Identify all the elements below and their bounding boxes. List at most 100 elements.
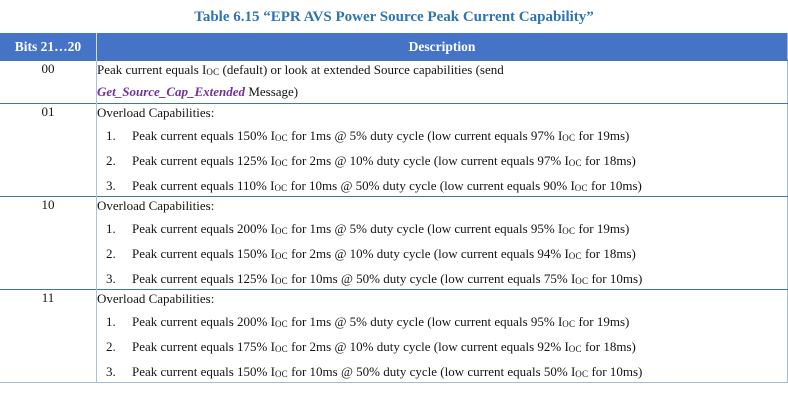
list-number: 2. (106, 153, 116, 168)
text-segment: for 2ms @ 10% duty cycle (low current eq… (287, 246, 569, 261)
text-segment: for 10ms @ 50% duty cycle (low current e… (287, 364, 576, 379)
ioc-subscript: OC (274, 226, 288, 236)
header-description: Description (96, 33, 788, 61)
ioc-subscript: OC (274, 133, 288, 143)
list-item-text: Peak current equals 150% IOC for 2ms @ 1… (132, 245, 787, 264)
list-item: 2. Peak current equals 150% IOC for 2ms @… (97, 245, 787, 264)
text-segment: Peak current equals 150% I (132, 128, 275, 143)
text-segment: Peak current equals 175% I (132, 339, 275, 354)
header-bits-21-20: Bits 21…20 (0, 33, 97, 61)
text-segment: Peak current equals 125% I (132, 271, 275, 286)
text-segment: for 1ms @ 5% duty cycle (low current equ… (287, 314, 563, 329)
table-row: 10 Overload Capabilities: 1. Peak current e… (0, 196, 788, 290)
list-item-text: Peak current equals 125% IOC for 2ms @ 1… (132, 152, 787, 171)
bits-cell: 11 (0, 289, 97, 383)
ioc-subscript: OC (575, 369, 589, 379)
bits-cell: 00 (0, 60, 97, 104)
description-line: Get_Source_Cap_Extended Message) (97, 83, 787, 100)
list-item: 3. Peak current equals 150% IOC for 10ms … (97, 363, 787, 382)
text-segment: for 2ms @ 10% duty cycle (low current eq… (287, 339, 569, 354)
list-item: 3. Peak current equals 110% IOC for 10ms … (97, 177, 787, 196)
table-header: Bits 21…20 Description (0, 33, 788, 61)
ioc-subscript: OC (274, 369, 288, 379)
text-segment: for 2ms @ 10% duty cycle (low current eq… (287, 153, 569, 168)
text-segment: for 18ms) (581, 339, 636, 354)
epr-avs-peak-current-table: Bits 21…20 Description 00 Peak current eq… (0, 33, 788, 383)
ioc-subscript: OC (575, 276, 589, 286)
description-line: Overload Capabilities: (97, 197, 787, 214)
text-segment: Overload Capabilities: (97, 291, 215, 306)
text-segment: for 10ms @ 50% duty cycle (low current e… (287, 271, 576, 286)
text-segment: for 1ms @ 5% duty cycle (low current equ… (287, 221, 563, 236)
list-item-text: Peak current equals 150% IOC for 10ms @ … (132, 363, 787, 382)
list-item-text: Peak current equals 200% IOC for 1ms @ 5… (132, 313, 787, 332)
text-segment: for 1ms @ 5% duty cycle (low current equ… (287, 128, 563, 143)
list-number: 3. (106, 364, 116, 379)
list-item: 1. Peak current equals 150% IOC for 1ms @… (97, 127, 787, 146)
list-number: 2. (106, 339, 116, 354)
ioc-subscript: OC (568, 344, 582, 354)
list-item: 2. Peak current equals 125% IOC for 2ms @… (97, 152, 787, 171)
description-cell: Overload Capabilities: 1. Peak current equ… (96, 289, 788, 383)
table-body: 00 Peak current equals IOC (default) or l… (0, 60, 788, 383)
text-segment: Peak current equals 125% I (132, 153, 275, 168)
ioc-subscript: OC (562, 133, 576, 143)
ioc-subscript: OC (274, 276, 288, 286)
message-name: Get_Source_Cap_Extended (97, 84, 246, 99)
text-segment: for 18ms) (581, 246, 636, 261)
list-item-text: Peak current equals 150% IOC for 1ms @ 5… (132, 127, 787, 146)
text-segment: (default) or look at extended Source cap… (219, 62, 504, 77)
list-number: 1. (106, 221, 116, 236)
text-segment: Peak current equals 150% I (132, 246, 275, 261)
ioc-subscript: OC (206, 67, 220, 77)
ioc-subscript: OC (574, 183, 588, 193)
ioc-subscript: OC (274, 251, 288, 261)
header-row: Bits 21…20 Description (0, 33, 788, 61)
description-cell: Peak current equals IOC (default) or loo… (96, 60, 788, 104)
text-segment: for 19ms) (575, 128, 630, 143)
table-title: Table 6.15 “EPR AVS Power Source Peak Cu… (194, 9, 594, 25)
ioc-subscript: OC (274, 158, 288, 168)
table-row: 01 Overload Capabilities: 1. Peak current e… (0, 103, 788, 197)
ioc-subscript: OC (562, 226, 576, 236)
ioc-subscript: OC (274, 344, 288, 354)
text-segment: for 10ms) (587, 178, 642, 193)
text-segment: Peak current equals 200% I (132, 221, 275, 236)
ioc-subscript: OC (562, 319, 576, 329)
table-row: 11 Overload Capabilities: 1. Peak current e… (0, 289, 788, 383)
list-number: 2. (106, 246, 116, 261)
list-item: 1. Peak current equals 200% IOC for 1ms @… (97, 220, 787, 239)
text-segment: for 19ms) (575, 314, 630, 329)
list-item: 2. Peak current equals 175% IOC for 2ms @… (97, 338, 787, 357)
description-line: Overload Capabilities: (97, 290, 787, 307)
text-segment: for 10ms @ 50% duty cycle (low current e… (287, 178, 575, 193)
text-segment: for 10ms) (588, 271, 643, 286)
text-segment: for 18ms) (581, 153, 636, 168)
description-cell: Overload Capabilities: 1. Peak current equ… (96, 196, 788, 290)
list-item: 3. Peak current equals 125% IOC for 10ms … (97, 270, 787, 289)
bits-cell: 10 (0, 196, 97, 290)
text-segment: Overload Capabilities: (97, 105, 215, 120)
text-segment: Message) (245, 84, 299, 99)
text-segment: Peak current equals 110% I (132, 178, 275, 193)
list-item-text: Peak current equals 125% IOC for 10ms @ … (132, 270, 787, 289)
list-item-text: Peak current equals 110% IOC for 10ms @ … (132, 177, 787, 196)
description-line: Peak current equals IOC (default) or loo… (97, 61, 787, 80)
list-number: 3. (106, 178, 116, 193)
list-number: 1. (106, 314, 116, 329)
document-page: Table 6.15 “EPR AVS Power Source Peak Cu… (0, 9, 788, 383)
description-cell: Overload Capabilities: 1. Peak current equ… (96, 103, 788, 197)
list-number: 1. (106, 128, 116, 143)
list-item-text: Peak current equals 200% IOC for 1ms @ 5… (132, 220, 787, 239)
text-segment: Peak current equals 200% I (132, 314, 275, 329)
description-line: Overload Capabilities: (97, 104, 787, 121)
list-item-text: Peak current equals 175% IOC for 2ms @ 1… (132, 338, 787, 357)
text-segment: Overload Capabilities: (97, 198, 215, 213)
text-segment: for 19ms) (575, 221, 630, 236)
ioc-subscript: OC (274, 319, 288, 329)
text-segment: Peak current equals I (97, 62, 207, 77)
list-item: 1. Peak current equals 200% IOC for 1ms @… (97, 313, 787, 332)
ioc-subscript: OC (274, 183, 288, 193)
ioc-subscript: OC (568, 251, 582, 261)
text-segment: Peak current equals 150% I (132, 364, 275, 379)
